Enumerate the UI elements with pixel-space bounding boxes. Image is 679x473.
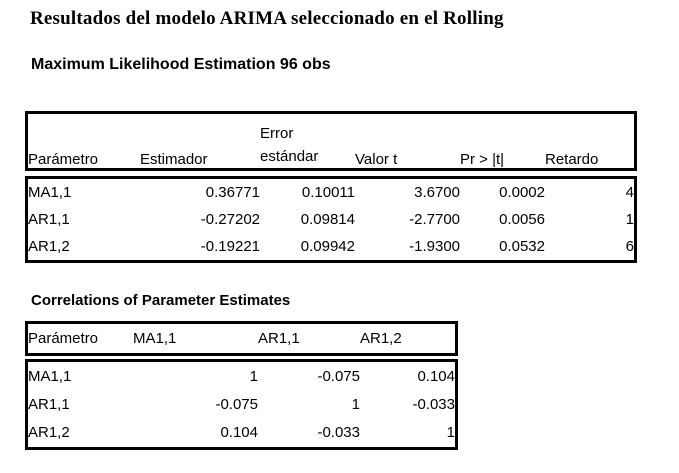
mle-col-header-parametro: Parámetro [28,151,99,168]
mle-col-header-error-line1: Error [260,125,294,142]
mle-header-row: Parámetro Estimador Error estándar Valor… [28,114,634,168]
mle-col-header-pr-t: Pr > |t| [460,151,505,168]
corr-ar11-cell: -0.075 [317,367,360,385]
pr-t-cell: 0.0056 [499,211,545,228]
correlations-table-body: MA1,1 1 -0.075 0.104 AR1,1 -0.075 1 -0.0… [28,362,455,447]
mle-col-header-error-line2: estándar [260,148,319,165]
table-row: AR1,1 -0.075 1 -0.033 [28,390,455,418]
corr-ar11-cell: 1 [351,395,360,413]
param-cell: MA1,1 [28,184,72,201]
mle-table-body-box: MA1,1 0.36771 0.10011 3.6700 0.0002 4 AR… [25,176,637,263]
pr-t-cell: 0.0532 [499,238,545,255]
corr-col-header-ar11: AR1,1 [258,330,300,347]
correlations-table-header: Parámetro MA1,1 AR1,1 AR1,2 [28,324,455,353]
correlations-heading: Correlations of Parameter Estimates [31,292,291,309]
lag-cell: 4 [625,184,634,201]
corr-col-header-ar12: AR1,2 [360,330,402,347]
corr-ar12-cell: -0.033 [412,395,455,413]
table-row: MA1,1 1 -0.075 0.104 [28,362,455,390]
document-title: Resultados del modelo ARIMA seleccionado… [30,8,504,29]
table-row: AR1,2 0.104 -0.033 1 [28,419,455,447]
corr-ar11-cell: -0.033 [317,424,360,442]
lag-cell: 1 [625,211,634,228]
param-cell: AR1,1 [28,211,70,228]
mle-col-header-valor-t: Valor t [355,151,398,168]
mle-heading: Maximum Likelihood Estimation 96 obs [31,56,331,73]
param-cell: AR1,1 [28,395,70,413]
mle-col-header-estimador: Estimador [140,151,208,168]
param-cell: AR1,2 [28,238,70,255]
estimate-cell: 0.36771 [205,184,260,201]
estimate-cell: -0.19221 [200,238,260,255]
lag-cell: 6 [625,238,634,255]
t-value-cell: -1.9300 [409,238,460,255]
param-cell: MA1,1 [28,367,72,385]
correlations-header-row: Parámetro MA1,1 AR1,1 AR1,2 [28,324,455,353]
param-cell: AR1,2 [28,424,70,442]
corr-col-header-ma11: MA1,1 [133,330,177,347]
corr-ma11-cell: 0.104 [220,424,258,442]
std-error-cell: 0.09942 [300,238,355,255]
corr-col-header-parametro: Parámetro [28,330,99,347]
table-row: MA1,1 0.36771 0.10011 3.6700 0.0002 4 [28,179,634,206]
pr-t-cell: 0.0002 [499,184,545,201]
estimate-cell: -0.27202 [200,211,260,228]
corr-ar12-cell: 1 [446,424,455,442]
std-error-cell: 0.09814 [300,211,355,228]
correlations-table-body-box: MA1,1 1 -0.075 0.104 AR1,1 -0.075 1 -0.0… [25,359,458,450]
mle-table-header: Parámetro Estimador Error estándar Valor… [28,114,634,168]
mle-table-header-box: Parámetro Estimador Error estándar Valor… [25,111,637,171]
mle-table-body: MA1,1 0.36771 0.10011 3.6700 0.0002 4 AR… [28,179,634,260]
t-value-cell: 3.6700 [414,184,460,201]
table-row: AR1,2 -0.19221 0.09942 -1.9300 0.0532 6 [28,233,634,260]
std-error-cell: 0.10011 [301,184,355,201]
mle-col-header-retardo: Retardo [545,151,599,168]
corr-ma11-cell: -0.075 [215,395,258,413]
correlations-table-header-box: Parámetro MA1,1 AR1,1 AR1,2 [25,321,458,356]
t-value-cell: -2.7700 [409,211,460,228]
mle-col-header-error-estandar: Error estándar [260,114,355,168]
corr-ar12-cell: 0.104 [417,367,455,385]
table-row: AR1,1 -0.27202 0.09814 -2.7700 0.0056 1 [28,206,634,233]
corr-ma11-cell: 1 [249,367,258,385]
